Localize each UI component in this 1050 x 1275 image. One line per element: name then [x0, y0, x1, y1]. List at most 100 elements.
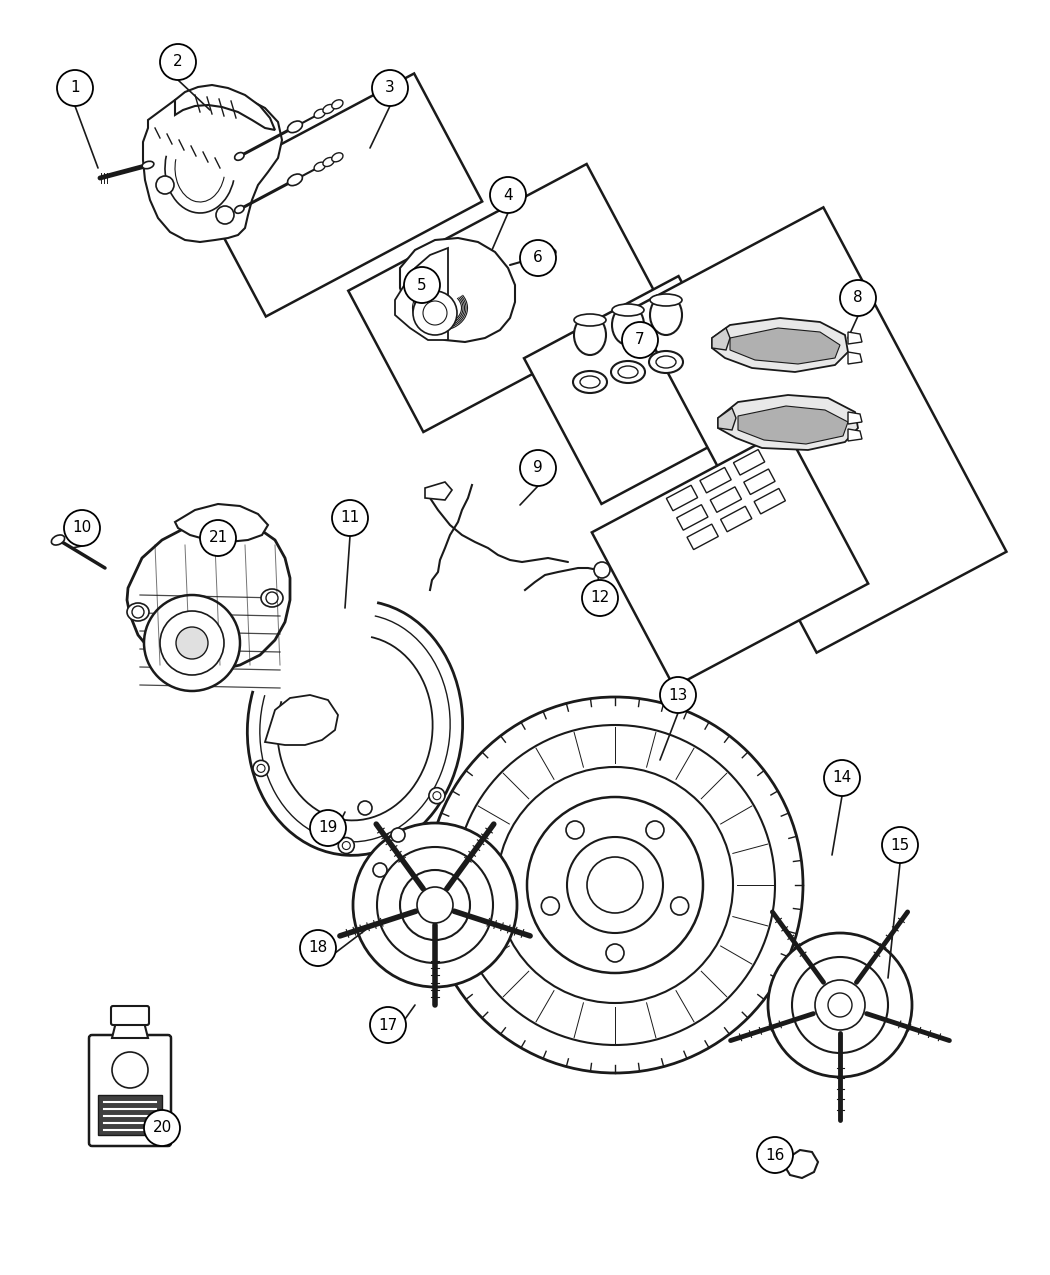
Ellipse shape [574, 314, 606, 326]
Text: 3: 3 [385, 80, 395, 96]
Ellipse shape [574, 315, 606, 354]
Polygon shape [720, 506, 752, 532]
Circle shape [370, 1007, 406, 1043]
Polygon shape [395, 249, 448, 340]
Ellipse shape [650, 295, 683, 335]
Circle shape [400, 870, 470, 940]
Polygon shape [712, 328, 730, 351]
FancyBboxPatch shape [111, 1006, 149, 1025]
Polygon shape [743, 469, 775, 495]
Ellipse shape [234, 153, 244, 161]
Polygon shape [710, 487, 741, 513]
Polygon shape [738, 405, 848, 444]
Circle shape [497, 768, 733, 1003]
Circle shape [433, 792, 441, 799]
Circle shape [144, 595, 240, 691]
Circle shape [423, 301, 447, 325]
Circle shape [646, 821, 664, 839]
Circle shape [338, 838, 354, 853]
Text: 16: 16 [765, 1148, 784, 1163]
Circle shape [156, 176, 174, 194]
Ellipse shape [323, 105, 334, 113]
Polygon shape [754, 488, 785, 514]
Ellipse shape [261, 589, 284, 607]
Circle shape [160, 611, 224, 674]
Ellipse shape [314, 162, 326, 171]
Circle shape [427, 697, 803, 1074]
Polygon shape [734, 450, 764, 476]
Circle shape [216, 207, 234, 224]
Polygon shape [197, 74, 482, 316]
Polygon shape [667, 486, 697, 511]
Circle shape [490, 177, 526, 213]
Polygon shape [112, 1023, 148, 1038]
Polygon shape [848, 428, 862, 441]
Circle shape [200, 520, 236, 556]
Circle shape [882, 827, 918, 863]
Text: 2: 2 [173, 55, 183, 70]
Circle shape [455, 725, 775, 1046]
Polygon shape [712, 317, 848, 372]
Circle shape [840, 280, 876, 316]
Circle shape [353, 822, 517, 987]
Circle shape [391, 827, 405, 842]
Circle shape [373, 863, 387, 877]
Ellipse shape [288, 121, 302, 133]
Polygon shape [730, 328, 840, 363]
Polygon shape [718, 395, 858, 450]
Polygon shape [143, 92, 282, 242]
Text: 18: 18 [309, 941, 328, 955]
Text: 17: 17 [378, 1017, 398, 1033]
Text: 21: 21 [208, 530, 228, 546]
Circle shape [358, 801, 372, 815]
FancyBboxPatch shape [98, 1095, 162, 1135]
Ellipse shape [650, 295, 683, 306]
Text: 8: 8 [854, 291, 863, 306]
Polygon shape [265, 695, 338, 745]
Text: 13: 13 [668, 687, 688, 703]
Ellipse shape [580, 376, 600, 388]
Ellipse shape [612, 303, 644, 316]
Polygon shape [848, 412, 862, 425]
Polygon shape [848, 332, 862, 344]
Text: 9: 9 [533, 460, 543, 476]
Circle shape [566, 821, 584, 839]
Circle shape [828, 993, 852, 1017]
Polygon shape [524, 277, 756, 504]
Circle shape [824, 760, 860, 796]
Circle shape [404, 266, 440, 303]
Circle shape [567, 836, 663, 933]
Circle shape [176, 627, 208, 659]
Ellipse shape [323, 158, 334, 167]
Circle shape [660, 677, 696, 713]
Ellipse shape [618, 366, 638, 377]
Polygon shape [175, 85, 275, 130]
Text: 7: 7 [635, 333, 645, 348]
Ellipse shape [544, 249, 555, 258]
Ellipse shape [656, 356, 676, 368]
Circle shape [310, 810, 347, 847]
Circle shape [132, 606, 144, 618]
Circle shape [377, 847, 494, 963]
Ellipse shape [611, 361, 645, 382]
Circle shape [144, 1111, 180, 1146]
Circle shape [428, 788, 445, 803]
Polygon shape [592, 430, 868, 687]
Polygon shape [687, 524, 718, 550]
Text: 11: 11 [340, 510, 359, 525]
Ellipse shape [612, 305, 644, 346]
Circle shape [815, 980, 865, 1030]
Polygon shape [676, 505, 708, 530]
Polygon shape [700, 468, 731, 493]
Circle shape [792, 958, 888, 1053]
Polygon shape [127, 521, 290, 669]
Text: 1: 1 [70, 80, 80, 96]
Circle shape [417, 887, 453, 923]
Circle shape [587, 857, 643, 913]
Circle shape [527, 797, 704, 973]
FancyBboxPatch shape [89, 1035, 171, 1146]
Text: 20: 20 [152, 1121, 171, 1136]
Text: 15: 15 [890, 838, 909, 853]
Circle shape [57, 70, 93, 106]
Circle shape [342, 842, 351, 849]
